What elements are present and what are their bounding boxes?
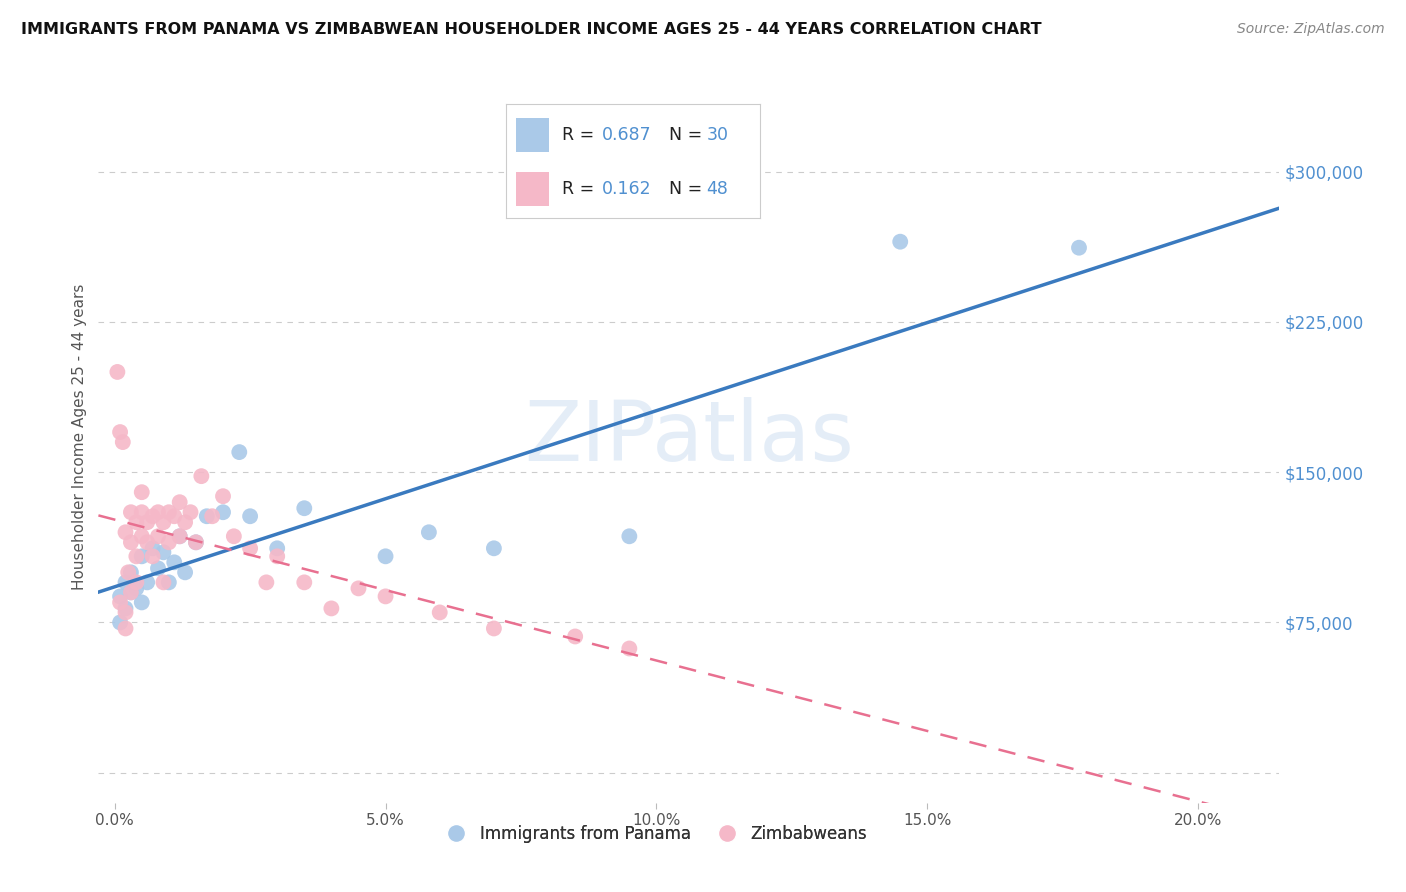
Point: [114, 606, 136, 620]
Point: [157, 535, 180, 549]
Point: [136, 515, 159, 529]
Point: [120, 535, 142, 549]
Point: [212, 505, 235, 519]
Text: Source: ZipAtlas.com: Source: ZipAtlas.com: [1237, 22, 1385, 37]
Point: [125, 549, 148, 564]
Point: [117, 566, 139, 580]
Point: [146, 505, 169, 519]
Point: [222, 529, 245, 543]
Point: [131, 549, 153, 564]
Point: [482, 622, 505, 636]
Point: [120, 585, 142, 599]
Point: [131, 485, 153, 500]
Point: [125, 582, 148, 596]
Point: [174, 515, 197, 529]
Point: [142, 549, 165, 564]
Point: [180, 505, 202, 519]
Point: [131, 505, 153, 519]
Point: [1067, 241, 1090, 255]
Point: [108, 615, 131, 630]
Point: [136, 575, 159, 590]
Point: [125, 575, 148, 590]
Point: [619, 529, 641, 543]
Point: [125, 515, 148, 529]
Point: [108, 425, 131, 439]
Point: [619, 641, 641, 656]
Point: [152, 545, 174, 559]
Point: [190, 469, 212, 483]
Y-axis label: Householder Income Ages 25 - 44 years: Householder Income Ages 25 - 44 years: [72, 284, 87, 591]
Point: [292, 575, 315, 590]
Point: [120, 585, 142, 599]
Point: [169, 495, 191, 509]
Point: [564, 630, 586, 644]
Point: [201, 509, 224, 524]
Text: ZIPatlas: ZIPatlas: [524, 397, 853, 477]
Point: [374, 549, 396, 564]
Point: [108, 595, 131, 609]
Point: [174, 566, 197, 580]
Point: [163, 509, 186, 524]
Point: [347, 582, 370, 596]
Point: [184, 535, 207, 549]
Point: [429, 606, 451, 620]
Point: [195, 509, 218, 524]
Point: [212, 489, 235, 503]
Point: [321, 601, 343, 615]
Point: [228, 445, 250, 459]
Point: [239, 541, 262, 556]
Point: [136, 535, 159, 549]
Point: [142, 541, 165, 556]
Point: [114, 622, 136, 636]
Text: IMMIGRANTS FROM PANAMA VS ZIMBABWEAN HOUSEHOLDER INCOME AGES 25 - 44 YEARS CORRE: IMMIGRANTS FROM PANAMA VS ZIMBABWEAN HOU…: [21, 22, 1042, 37]
Point: [266, 549, 288, 564]
Point: [114, 601, 136, 615]
Point: [266, 541, 288, 556]
Point: [142, 509, 165, 524]
Point: [184, 535, 207, 549]
Point: [146, 561, 169, 575]
Legend: Immigrants from Panama, Zimbabweans: Immigrants from Panama, Zimbabweans: [433, 818, 875, 849]
Point: [152, 515, 174, 529]
Point: [374, 590, 396, 604]
Point: [105, 365, 128, 379]
Point: [169, 529, 191, 543]
Point: [418, 525, 440, 540]
Point: [108, 590, 131, 604]
Point: [292, 501, 315, 516]
Point: [169, 529, 191, 543]
Point: [114, 525, 136, 540]
Point: [120, 505, 142, 519]
Point: [120, 566, 142, 580]
Point: [131, 595, 153, 609]
Point: [152, 575, 174, 590]
Point: [254, 575, 277, 590]
Point: [239, 509, 262, 524]
Point: [146, 529, 169, 543]
Point: [111, 435, 134, 450]
Point: [157, 575, 180, 590]
Point: [157, 505, 180, 519]
Point: [131, 529, 153, 543]
Point: [163, 555, 186, 569]
Point: [114, 575, 136, 590]
Point: [889, 235, 911, 249]
Point: [482, 541, 505, 556]
